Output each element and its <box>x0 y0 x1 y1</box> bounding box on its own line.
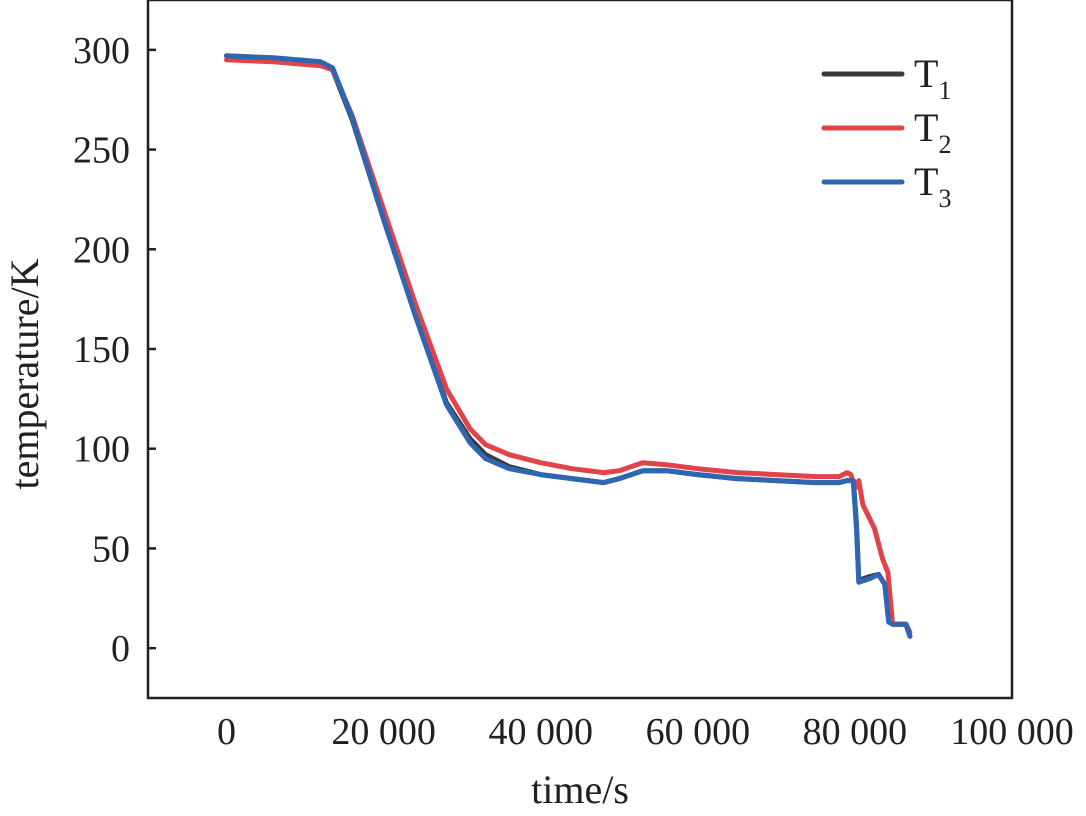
y-axis-title: temperature/K <box>2 258 47 489</box>
legend-label-t2: T2 <box>914 105 951 159</box>
y-tick-label: 100 <box>73 429 130 471</box>
y-tick-label: 50 <box>92 528 130 570</box>
legend-label-t1: T1 <box>914 51 951 105</box>
x-tick-label: 0 <box>217 711 236 753</box>
y-tick-label: 150 <box>73 329 130 371</box>
y-axis-ticks: 0 50 100 150 200 250 300 <box>73 30 156 670</box>
y-tick-label: 200 <box>73 229 130 271</box>
series-line-t3 <box>224 53 913 639</box>
x-axis-title: time/s <box>531 767 629 812</box>
x-tick-label: 100 000 <box>950 711 1074 753</box>
series-line-t2 <box>224 57 913 635</box>
y-tick-label: 250 <box>73 130 130 172</box>
x-tick-label: 60 000 <box>646 711 751 753</box>
y-tick-label: 0 <box>111 628 130 670</box>
x-tick-label: 40 000 <box>488 711 593 753</box>
x-tick-label: 20 000 <box>331 711 436 753</box>
x-tick-label: 80 000 <box>803 711 908 753</box>
y-tick-label: 300 <box>73 30 130 72</box>
series-lines <box>224 53 913 639</box>
x-axis-ticks: 0 20 000 40 000 60 000 80 000 100 000 <box>217 711 1074 753</box>
legend-label-t3: T3 <box>914 159 951 213</box>
